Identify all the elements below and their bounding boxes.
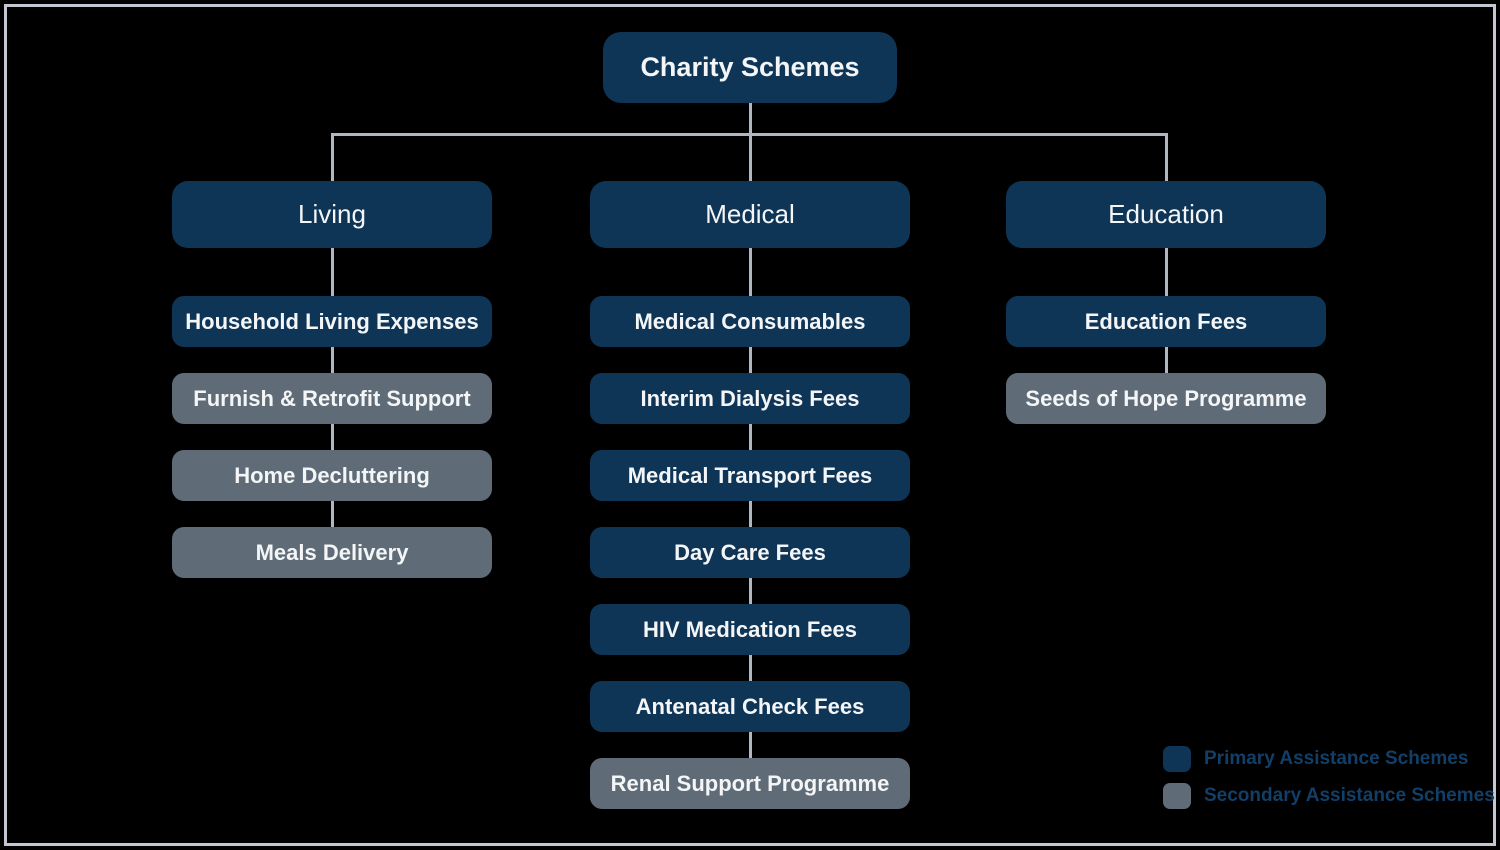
- node-seeds-of-hope-programme: Seeds of Hope Programme: [1006, 373, 1326, 424]
- node-medical-transport-fees: Medical Transport Fees: [590, 450, 910, 501]
- node-medical-consumables: Medical Consumables: [590, 296, 910, 347]
- connector-drop-medical: [748, 133, 752, 181]
- legend-item-primary: Primary Assistance Schemes: [1163, 746, 1493, 772]
- node-household-living-expenses: Household Living Expenses: [172, 296, 492, 347]
- node-day-care-fees: Day Care Fees: [590, 527, 910, 578]
- connector-drop-living: [330, 133, 334, 181]
- node-renal-support-programme: Renal Support Programme: [590, 758, 910, 809]
- node-education-fees: Education Fees: [1006, 296, 1326, 347]
- node-living: Living: [172, 181, 492, 248]
- connector-drop-education: [1164, 133, 1168, 181]
- node-home-decluttering: Home Decluttering: [172, 450, 492, 501]
- node-hiv-medication-fees: HIV Medication Fees: [590, 604, 910, 655]
- node-furnish-retrofit-support: Furnish & Retrofit Support: [172, 373, 492, 424]
- legend: Primary Assistance Schemes Secondary Ass…: [1163, 746, 1495, 820]
- node-medical: Medical: [590, 181, 910, 248]
- chart-frame-border: [4, 4, 1496, 846]
- legend-label-secondary: Secondary Assistance Schemes: [1204, 785, 1495, 806]
- legend-swatch-primary: [1163, 746, 1191, 772]
- node-education: Education: [1006, 181, 1326, 248]
- node-interim-dialysis-fees: Interim Dialysis Fees: [590, 373, 910, 424]
- legend-item-secondary: Secondary Assistance Schemes: [1163, 783, 1495, 809]
- node-antenatal-check-fees: Antenatal Check Fees: [590, 681, 910, 732]
- connector-root-stem: [748, 103, 752, 136]
- node-charity-schemes: Charity Schemes: [603, 32, 897, 103]
- legend-swatch-secondary: [1163, 783, 1191, 809]
- node-meals-delivery: Meals Delivery: [172, 527, 492, 578]
- legend-label-primary: Primary Assistance Schemes: [1204, 748, 1469, 769]
- connector-spine-medical: [748, 248, 752, 784]
